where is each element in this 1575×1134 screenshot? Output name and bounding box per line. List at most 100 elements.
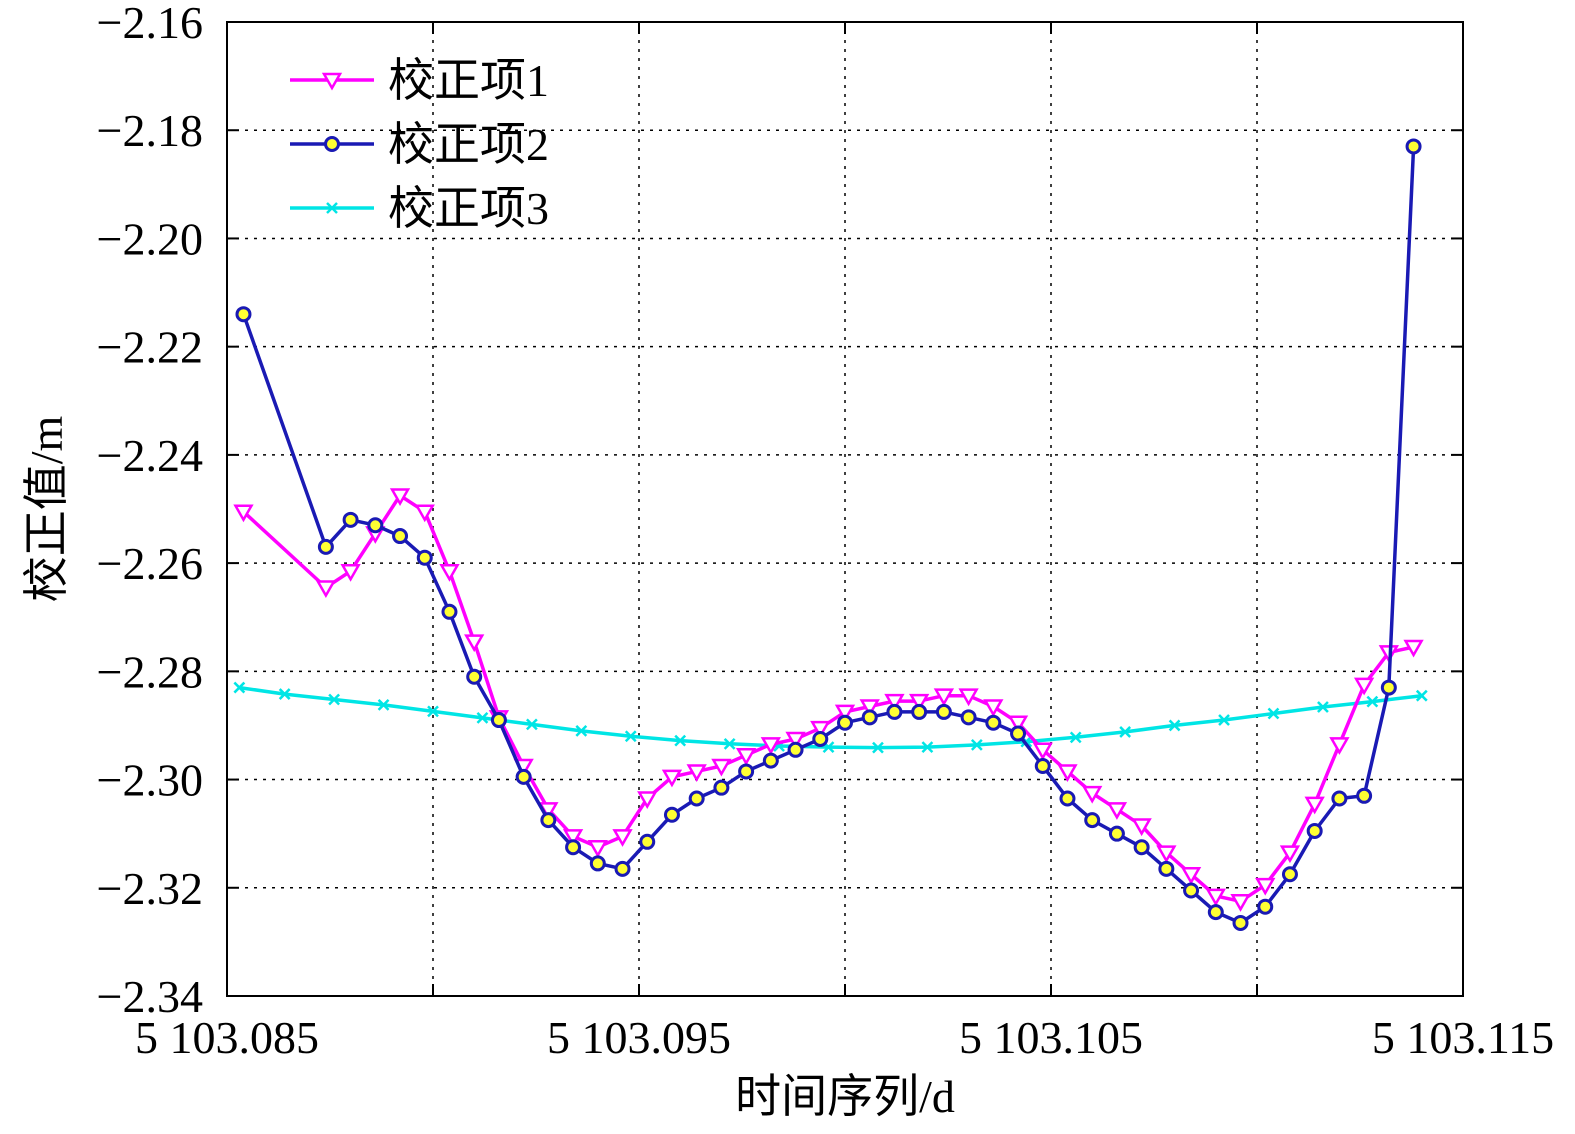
series-3-point [1069, 731, 1082, 744]
legend-swatch-marker [324, 136, 340, 152]
series-2-point [1380, 679, 1397, 696]
y-axis-title: 校正值/m [21, 416, 72, 603]
series-3-point [1267, 707, 1280, 720]
series-3-line [239, 685, 1423, 750]
series-2-point [490, 712, 507, 729]
series-2-point [235, 306, 252, 323]
legend-item-2: 校正项2 [290, 119, 549, 170]
series-1-point [1230, 894, 1251, 912]
legend-swatch-marker [326, 202, 338, 214]
series-1-point [834, 704, 856, 723]
y-tick-label: −2.26 [97, 538, 203, 589]
series-1-point [1057, 764, 1078, 782]
x-marker-stroke [674, 734, 687, 747]
grid-lines [227, 22, 1463, 996]
series-2-point [1232, 914, 1249, 931]
series-1-point [1279, 845, 1301, 864]
series-3-point [525, 718, 538, 731]
legend-label: 校正项3 [388, 183, 549, 234]
series-1-point [661, 769, 683, 788]
series-3-point [872, 741, 884, 754]
series-2-point [1281, 866, 1298, 883]
series-2-point [1133, 839, 1150, 856]
series-1-point [785, 731, 806, 750]
x-marker-stroke [1317, 701, 1329, 713]
x-marker-stroke [377, 698, 390, 711]
x-marker-stroke [723, 737, 736, 750]
series-1-point [810, 720, 831, 739]
x-marker-stroke [1267, 707, 1280, 720]
series-2-point [614, 860, 631, 877]
series-2-point [1034, 758, 1051, 775]
y-tick-label: −2.30 [97, 755, 203, 806]
series-1-point [587, 839, 608, 858]
legend-label: 校正项1 [388, 55, 549, 106]
series-2-point [985, 714, 1002, 731]
series-2-point [639, 833, 656, 850]
series-1-point [1255, 877, 1276, 896]
series-2-point [1010, 725, 1027, 742]
series-2-point [861, 709, 878, 726]
legend-item-3: 校正项3 [290, 183, 549, 234]
series-3-point [377, 698, 390, 711]
series-3-point [1366, 695, 1379, 708]
series-1-point [439, 563, 460, 582]
series-1-point [735, 747, 757, 766]
series-3-point [1168, 719, 1181, 732]
series-1-point [315, 580, 337, 598]
series-2-point [1183, 882, 1200, 899]
axis-ticks: 5 103.085 5 103.095 5 103.105 5 103.115 −2.1… [97, 0, 1555, 1063]
y-tick-label: −2.24 [97, 430, 203, 481]
series-2-point [837, 714, 853, 731]
series-3-point [1119, 726, 1132, 738]
series-1-point [1131, 818, 1152, 837]
series-2-point [1356, 787, 1373, 804]
x-marker-stroke [1218, 714, 1230, 726]
series-3-point [624, 730, 637, 743]
series-1-point [933, 688, 955, 707]
series-1 [233, 488, 1424, 912]
series-3-point [476, 711, 489, 724]
series-3-point [970, 739, 983, 751]
series-3-point [575, 724, 588, 737]
series-1-point [612, 829, 633, 847]
x-tick-label: 5 103.105 [959, 1012, 1143, 1063]
series-2-point [738, 763, 755, 780]
series-1-point [958, 688, 979, 707]
series-2-point [886, 703, 903, 720]
series-1-point [909, 693, 930, 712]
series-2-point [1257, 898, 1274, 915]
series-1-point [884, 693, 905, 712]
series-1-point [1205, 888, 1226, 907]
series-1-point [340, 563, 361, 582]
series-2-point [911, 703, 928, 720]
series-2-point [1108, 825, 1125, 842]
series-2-point [1306, 822, 1323, 839]
series-1-point [562, 829, 584, 847]
y-tick-label: −2.16 [97, 0, 203, 48]
x-marker-stroke [624, 730, 637, 743]
series-2-point [713, 779, 730, 796]
series-3-point [1415, 689, 1428, 702]
series-1-point [859, 699, 880, 718]
series-1-point [1106, 802, 1128, 820]
x-marker-stroke [476, 711, 489, 724]
legend: 校正项1 校正项2 校正项3 [290, 55, 549, 234]
series-1-point [686, 764, 707, 782]
series-1-point [760, 737, 781, 755]
series-2-point [1158, 860, 1175, 877]
series-1-point [233, 504, 254, 523]
x-tick-label: 5 103.085 [135, 1012, 319, 1063]
series-3-point [1218, 714, 1230, 726]
y-tick-label: −2.20 [97, 213, 203, 264]
series-3-point [1317, 701, 1329, 713]
series-1-point [983, 699, 1004, 718]
series-3-point [674, 734, 687, 747]
series-2-point [565, 839, 582, 856]
series-3-point [328, 693, 341, 706]
x-marker-stroke [328, 693, 341, 706]
series-2-point [1084, 812, 1101, 829]
series-1-point [1304, 796, 1325, 815]
series-1-point [1156, 845, 1177, 864]
